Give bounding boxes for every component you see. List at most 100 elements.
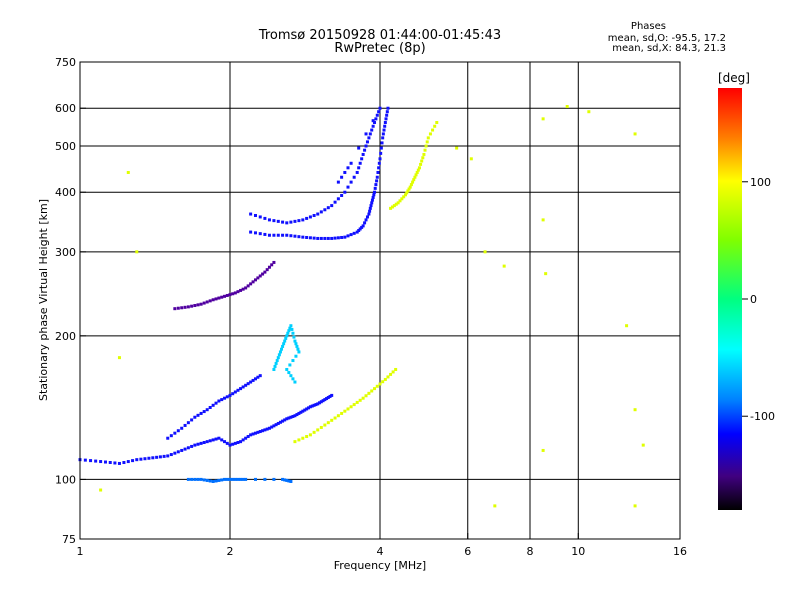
- data-point: [379, 151, 383, 155]
- data-point: [297, 411, 301, 415]
- data-point: [360, 157, 364, 161]
- data-point: [117, 356, 121, 360]
- data-point: [349, 180, 353, 184]
- trace-f1: [173, 260, 276, 311]
- data-point: [355, 230, 359, 234]
- data-point: [231, 392, 235, 396]
- data-point: [225, 441, 229, 445]
- data-point: [502, 264, 506, 268]
- colorbar: [718, 88, 742, 510]
- data-point: [287, 479, 291, 483]
- data-point: [265, 427, 269, 431]
- data-point: [214, 297, 218, 301]
- data-point: [294, 354, 298, 358]
- data-point: [293, 339, 297, 343]
- data-point: [416, 168, 420, 172]
- data-point: [291, 359, 295, 363]
- data-point: [263, 270, 267, 274]
- data-point: [225, 395, 229, 399]
- data-point: [373, 190, 377, 194]
- data-point: [205, 440, 209, 444]
- x-tick-label: 1: [77, 545, 84, 558]
- data-point: [301, 235, 305, 239]
- data-point: [383, 121, 387, 125]
- data-point: [296, 347, 300, 351]
- data-point: [289, 479, 293, 483]
- stats-o-line: mean, sd,O: -95.5, 17.2: [608, 33, 726, 44]
- data-point: [377, 166, 381, 170]
- data-point: [208, 405, 212, 409]
- data-point: [236, 477, 240, 481]
- trace-f2-spread: [249, 106, 382, 225]
- data-point: [349, 161, 353, 165]
- data-point: [371, 195, 375, 199]
- data-point: [386, 106, 390, 110]
- data-point: [330, 204, 334, 208]
- data-point: [367, 391, 371, 395]
- data-point: [420, 159, 424, 163]
- data-point: [364, 144, 368, 148]
- data-point: [301, 436, 305, 440]
- data-point: [276, 421, 280, 425]
- data-point: [211, 403, 215, 407]
- data-point: [379, 146, 383, 150]
- data-point: [403, 193, 407, 197]
- data-point: [239, 477, 243, 481]
- data-point: [423, 148, 427, 152]
- data-point: [291, 377, 295, 381]
- data-point: [415, 170, 419, 174]
- data-point: [323, 236, 327, 240]
- data-point: [214, 437, 218, 441]
- data-point: [308, 433, 312, 437]
- data-point: [253, 377, 257, 381]
- data-point: [413, 175, 417, 179]
- data-point: [267, 218, 271, 222]
- data-point: [205, 478, 209, 482]
- data-point: [349, 405, 353, 409]
- data-point: [99, 460, 103, 464]
- data-point: [281, 477, 285, 481]
- data-point: [246, 435, 250, 439]
- data-point: [143, 457, 147, 461]
- data-point: [231, 292, 235, 296]
- data-point: [285, 221, 289, 225]
- data-point: [343, 170, 347, 174]
- colorbar-ticks: 100 0 -100: [742, 176, 775, 423]
- data-point: [166, 454, 170, 458]
- data-point: [183, 305, 187, 309]
- data-point: [241, 385, 245, 389]
- data-point: [274, 423, 278, 427]
- data-point: [633, 504, 637, 508]
- data-point: [249, 380, 253, 384]
- data-point: [151, 456, 155, 460]
- data-point: [305, 235, 309, 239]
- data-point: [295, 413, 299, 417]
- data-point: [186, 305, 190, 309]
- data-point: [241, 287, 245, 291]
- data-point: [389, 206, 393, 210]
- data-point: [319, 236, 323, 240]
- data-point: [343, 190, 347, 194]
- data-point: [241, 438, 245, 442]
- data-point: [258, 274, 262, 278]
- data-point: [253, 213, 257, 217]
- data-point: [349, 233, 353, 237]
- data-point: [223, 440, 227, 444]
- data-point: [291, 331, 295, 335]
- data-point: [318, 401, 322, 405]
- data-point: [412, 178, 416, 182]
- data-point: [312, 430, 316, 434]
- data-point: [299, 410, 303, 414]
- data-point: [357, 229, 361, 233]
- data-point: [319, 400, 323, 404]
- data-point: [122, 461, 126, 465]
- data-point: [371, 119, 375, 123]
- data-point: [377, 161, 381, 165]
- data-point: [469, 157, 473, 161]
- data-point: [336, 197, 340, 201]
- data-point: [214, 401, 218, 405]
- data-point: [83, 458, 87, 462]
- data-point: [180, 426, 184, 430]
- data-point: [641, 443, 645, 447]
- data-point: [258, 215, 262, 219]
